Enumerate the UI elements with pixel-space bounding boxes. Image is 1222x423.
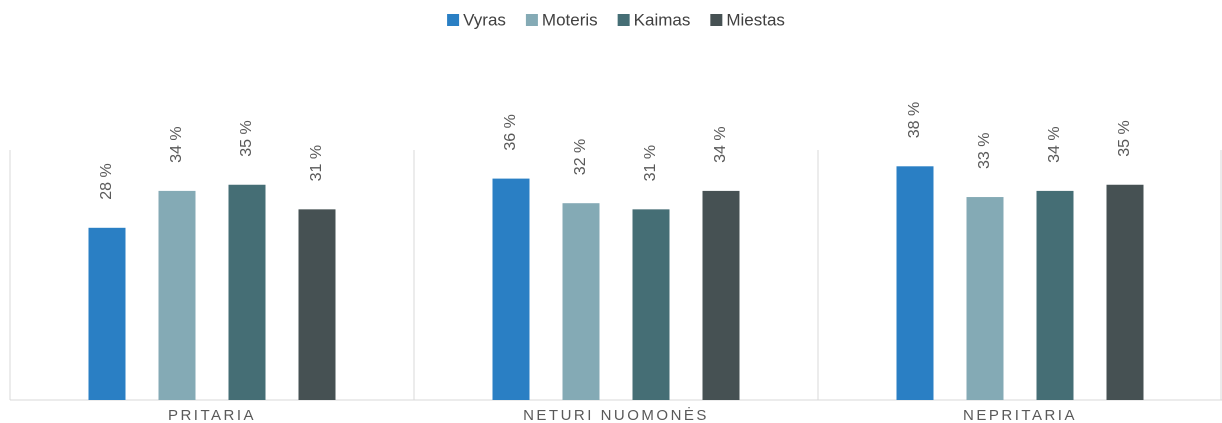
x-tick-label: PRITARIA bbox=[168, 407, 256, 423]
bar bbox=[228, 184, 266, 400]
data-label: 38 % bbox=[906, 102, 923, 138]
bar bbox=[298, 209, 336, 400]
data-label: 34 % bbox=[1046, 126, 1063, 162]
data-label: 35 % bbox=[238, 120, 255, 156]
bar bbox=[896, 166, 934, 400]
legend-swatch bbox=[617, 14, 630, 26]
bar bbox=[702, 190, 740, 400]
legend-swatch bbox=[710, 14, 723, 26]
data-label: 32 % bbox=[572, 139, 589, 175]
data-label: 31 % bbox=[308, 145, 325, 181]
data-label: 28 % bbox=[98, 163, 115, 199]
legend-label: Kaimas bbox=[634, 10, 691, 29]
bar bbox=[88, 227, 126, 400]
data-label: 33 % bbox=[976, 133, 993, 169]
data-label: 35 % bbox=[1116, 120, 1133, 156]
legend-swatch bbox=[525, 14, 538, 26]
legend-label: Vyras bbox=[463, 10, 506, 29]
bar bbox=[1106, 184, 1144, 400]
legend-label: Miestas bbox=[726, 10, 785, 29]
x-tick-label: NEPRITARIA bbox=[963, 407, 1077, 423]
data-label: 34 % bbox=[712, 126, 729, 162]
bar bbox=[562, 203, 600, 400]
data-label: 31 % bbox=[642, 145, 659, 181]
legend: Vyras Moteris Kaimas Miestas bbox=[447, 10, 785, 29]
bar bbox=[1036, 190, 1074, 400]
x-tick-label: NETURI NUOMONĖS bbox=[523, 406, 709, 423]
bar bbox=[158, 190, 196, 400]
data-label: 34 % bbox=[168, 126, 185, 162]
data-label: 36 % bbox=[502, 114, 519, 150]
legend-swatch bbox=[447, 14, 460, 26]
bar bbox=[966, 197, 1004, 400]
bar bbox=[632, 209, 670, 400]
legend-label: Moteris bbox=[542, 10, 598, 29]
bar bbox=[492, 178, 530, 400]
